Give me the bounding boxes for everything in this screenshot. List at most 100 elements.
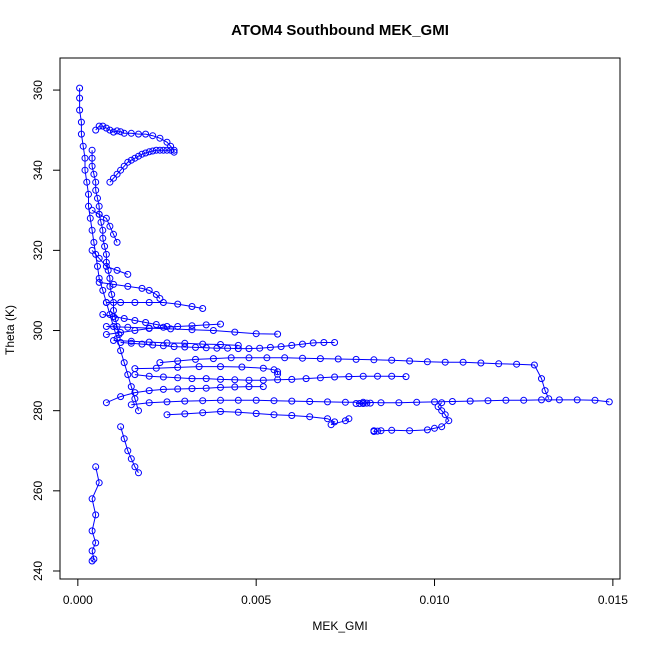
data-point [94, 262, 101, 270]
data-point [431, 398, 438, 406]
data-point [77, 118, 85, 126]
x-tick-label: 0.005 [241, 593, 271, 607]
data-point [345, 415, 353, 423]
data-point [142, 130, 150, 138]
data-point [245, 354, 253, 362]
data-point [117, 329, 125, 336]
data-point [99, 286, 107, 294]
data-point [573, 396, 581, 404]
data-point [88, 154, 96, 162]
data-point [217, 363, 224, 371]
data-point [299, 340, 306, 348]
data-point [113, 266, 121, 274]
data-point [192, 355, 199, 363]
data-point [188, 375, 196, 383]
data-point [131, 299, 139, 306]
data-point [217, 408, 224, 415]
data-point [320, 339, 328, 346]
data-point [127, 337, 135, 345]
data-point [299, 354, 306, 362]
data-point [345, 373, 353, 381]
data-point [217, 396, 224, 404]
data-point [145, 338, 153, 346]
data-point [113, 170, 121, 178]
data-point [188, 303, 196, 310]
data-point [234, 408, 242, 416]
data-point [102, 250, 110, 258]
data-point [163, 138, 171, 146]
data-point [95, 210, 103, 218]
data-point [484, 397, 492, 405]
data-point [188, 326, 196, 334]
data-point [99, 234, 107, 242]
data-point [115, 331, 123, 338]
data-point [388, 372, 396, 380]
x-tick-label: 0.010 [420, 593, 450, 607]
data-point [149, 147, 157, 155]
data-point [102, 323, 110, 330]
data-point [270, 397, 278, 405]
data-point [438, 423, 446, 431]
y-tick-label: 280 [31, 400, 45, 420]
data-point [192, 343, 199, 351]
data-point [202, 344, 210, 352]
series-line [120, 342, 335, 350]
data-point [135, 152, 142, 160]
data-point [245, 383, 253, 391]
data-point [231, 376, 239, 384]
data-point [92, 511, 100, 519]
data-point [76, 106, 84, 114]
data-point [377, 427, 385, 435]
data-point [555, 396, 563, 404]
data-point [388, 356, 396, 364]
series-line [131, 399, 610, 406]
data-point [145, 399, 153, 407]
data-point [81, 166, 89, 174]
data-point [431, 424, 438, 432]
data-point [92, 250, 100, 258]
data-point [356, 400, 364, 407]
data-point [181, 339, 189, 347]
data-point [159, 373, 167, 381]
data-point [438, 399, 446, 407]
data-point [145, 148, 153, 156]
data-point [113, 335, 121, 342]
data-point [142, 149, 150, 157]
data-point [79, 142, 87, 150]
x-axis-label: MEK_GMI [312, 619, 367, 633]
data-point [145, 372, 153, 380]
data-point [99, 122, 107, 130]
y-tick-label: 340 [31, 160, 45, 180]
y-tick-label: 300 [31, 320, 45, 340]
data-point [145, 286, 153, 294]
data-point [138, 150, 146, 158]
data-point [359, 400, 367, 407]
data-point [102, 214, 110, 222]
data-point [202, 375, 210, 383]
data-point [331, 339, 339, 346]
data-point [101, 242, 109, 250]
data-point [156, 146, 164, 154]
data-point [88, 495, 96, 503]
data-point [117, 347, 125, 355]
data-point [234, 396, 242, 404]
data-point [366, 399, 374, 407]
series-line [106, 302, 203, 309]
data-point [167, 325, 175, 333]
data-point [76, 84, 84, 92]
data-point [124, 371, 132, 379]
series-line [120, 426, 139, 474]
data-point [174, 374, 182, 382]
data-point [281, 354, 289, 362]
data-point [124, 158, 132, 166]
data-point [131, 317, 139, 324]
data-point [86, 214, 94, 222]
series-line [106, 386, 264, 404]
data-point [81, 154, 89, 162]
data-point [88, 547, 96, 555]
data-point [145, 299, 153, 306]
plot-data-layer [76, 84, 613, 565]
data-point [85, 202, 92, 210]
data-point [270, 366, 278, 374]
